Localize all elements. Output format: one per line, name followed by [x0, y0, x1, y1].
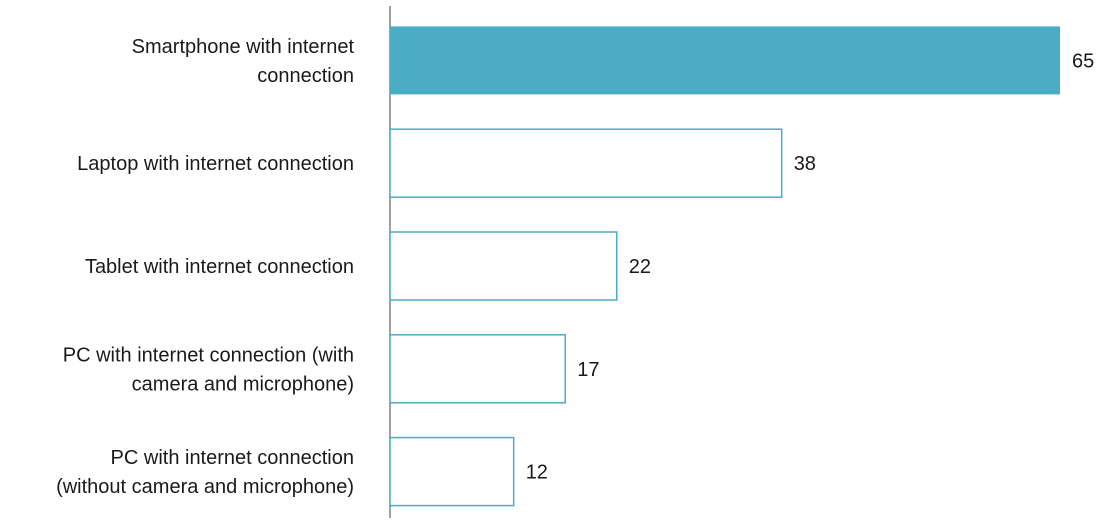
value-label-4: 12 — [526, 462, 548, 484]
category-label-0-line-0: Smartphone with internet — [132, 36, 355, 58]
category-label-0-line-1: connection — [257, 65, 354, 87]
category-labels-group: Smartphone with internet connection Laptop… — [56, 36, 354, 498]
category-label-2-line-0: Tablet with internet connection — [85, 256, 354, 278]
bars-group — [389, 26, 1060, 507]
category-label-0: Smartphone with internet connection — [132, 36, 355, 87]
value-label-3: 17 — [577, 359, 599, 381]
value-label-1: 38 — [794, 153, 816, 175]
category-label-4: PC with internet connection (without came… — [56, 447, 354, 498]
value-label-2: 22 — [629, 256, 651, 278]
category-label-1-line-0: Laptop with internet connection — [77, 153, 354, 175]
value-labels-group: 65 38 22 17 12 — [526, 50, 1095, 483]
bar-3 — [389, 334, 566, 404]
category-label-3-line-0: PC with internet connection (with — [63, 344, 354, 366]
bar-2 — [389, 231, 618, 301]
bar-4 — [389, 436, 515, 507]
value-label-0: 65 — [1072, 50, 1094, 72]
category-label-3: PC with internet connection (with camera … — [63, 344, 354, 395]
category-label-4-line-1: (without camera and microphone) — [56, 476, 354, 498]
category-label-2: Tablet with internet connection — [85, 256, 354, 278]
category-label-1: Laptop with internet connection — [77, 153, 354, 175]
category-label-4-line-0: PC with internet connection — [111, 447, 354, 469]
category-label-3-line-1: camera and microphone) — [132, 373, 354, 395]
bar-0 — [390, 26, 1060, 95]
bar-1 — [389, 128, 783, 198]
